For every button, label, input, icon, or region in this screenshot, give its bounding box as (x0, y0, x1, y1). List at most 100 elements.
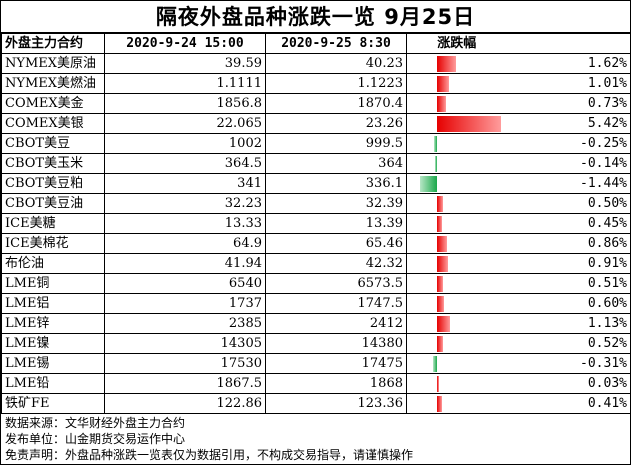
curr-price: 1.1223 (265, 73, 407, 94)
table-row: COMEX美金 1856.8 1870.4 0.73% (1, 93, 631, 114)
note-publisher: 发布单位：山金期货交易运作中心 (5, 432, 186, 446)
change-bar-positive (437, 116, 501, 132)
table-row: 布伦油 41.94 42.32 0.91% (1, 253, 631, 274)
table-row: LME锡 17530 17475 -0.31% (1, 353, 631, 374)
contract-name: 铁矿FE (1, 393, 105, 414)
change-bar-cell (406, 273, 507, 294)
table-row: CBOT美豆粕 341 336.1 -1.44% (1, 173, 631, 194)
change-bar-positive (437, 256, 448, 272)
contract-name: LME铝 (1, 293, 105, 314)
contract-name: CBOT美豆油 (1, 193, 105, 214)
prev-price: 122.86 (104, 393, 266, 414)
header-change: 涨跌幅 (406, 33, 507, 54)
prev-price: 2385 (104, 313, 266, 334)
change-bar-positive (437, 336, 443, 352)
table-row: LME锌 2385 2412 1.13% (1, 313, 631, 334)
change-bar-cell (406, 333, 507, 354)
contract-name: LME铅 (1, 373, 105, 394)
contract-name: LME锡 (1, 353, 105, 374)
change-bar-cell (406, 213, 507, 234)
curr-price: 2412 (265, 313, 407, 334)
prev-price: 1867.5 (104, 373, 266, 394)
change-bar-cell (406, 313, 507, 334)
prev-price: 17530 (104, 353, 266, 374)
prev-price: 364.5 (104, 153, 266, 174)
header-row: 外盘主力合约 2020-9-24 15:00 2020-9-25 8:30 涨跌… (1, 33, 631, 54)
change-percent: 0.41% (506, 393, 631, 414)
change-bar-cell (406, 73, 507, 94)
change-percent: 0.91% (506, 253, 631, 274)
change-percent: 0.60% (506, 293, 631, 314)
header-prev-time: 2020-9-24 15:00 (104, 33, 266, 54)
contract-name: LME锌 (1, 313, 105, 334)
footnotes: 数据来源：文华财经外盘主力合约 发布单位：山金期货交易运作中心 免责声明：外盘品… (5, 415, 625, 463)
page-title: 隔夜外盘品种涨跌一览 9月25日 (1, 1, 630, 33)
prev-price: 13.33 (104, 213, 266, 234)
table-row: LME镍 14305 14380 0.52% (1, 333, 631, 354)
prev-price: 1002 (104, 133, 266, 154)
prev-price: 1.1111 (104, 73, 266, 94)
table-row: ICE美棉花 64.9 65.46 0.86% (1, 233, 631, 254)
change-bar-cell (406, 393, 507, 414)
curr-price: 6573.5 (265, 273, 407, 294)
change-percent: 1.62% (506, 53, 631, 74)
curr-price: 13.39 (265, 213, 407, 234)
contract-name: CBOT美玉米 (1, 153, 105, 174)
contract-name: CBOT美豆粕 (1, 173, 105, 194)
prev-price: 41.94 (104, 253, 266, 274)
table-row: NYMEX美原油 39.59 40.23 1.62% (1, 53, 631, 74)
change-bar-positive (437, 396, 442, 412)
change-percent: -0.14% (506, 153, 631, 174)
contract-name: 布伦油 (1, 253, 105, 274)
change-percent: 5.42% (506, 113, 631, 134)
change-bar-positive (437, 56, 456, 72)
change-percent: 0.73% (506, 93, 631, 114)
change-percent: 0.03% (506, 373, 631, 394)
contract-name: CBOT美豆 (1, 133, 105, 154)
change-bar-cell (406, 353, 507, 374)
change-bar-negative (435, 156, 437, 172)
change-bar-positive (437, 276, 443, 292)
prev-price: 6540 (104, 273, 266, 294)
prev-price: 32.23 (104, 193, 266, 214)
change-bar-positive (437, 76, 449, 92)
table-row: LME铜 6540 6573.5 0.51% (1, 273, 631, 294)
change-bar-negative (434, 136, 437, 152)
change-bar-cell (406, 173, 507, 194)
curr-price: 14380 (265, 333, 407, 354)
table-row: CBOT美玉米 364.5 364 -0.14% (1, 153, 631, 174)
change-bar-cell (406, 133, 507, 154)
prev-price: 39.59 (104, 53, 266, 74)
prev-price: 341 (104, 173, 266, 194)
table-body: NYMEX美原油 39.59 40.23 1.62% NYMEX美燃油 1.1111 1.1… (1, 53, 631, 414)
change-bar-cell (406, 53, 507, 74)
curr-price: 40.23 (265, 53, 407, 74)
prev-price: 14305 (104, 333, 266, 354)
curr-price: 32.39 (265, 193, 407, 214)
curr-price: 17475 (265, 353, 407, 374)
curr-price: 1868 (265, 373, 407, 394)
change-bar-cell (406, 373, 507, 394)
prev-price: 64.9 (104, 233, 266, 254)
note-source: 数据来源：文华财经外盘主力合约 (5, 416, 186, 430)
contract-name: COMEX美金 (1, 93, 105, 114)
change-bar-positive (437, 96, 446, 112)
change-bar-cell (406, 153, 507, 174)
change-percent: -0.31% (506, 353, 631, 374)
change-percent: 1.01% (506, 73, 631, 94)
change-percent: 0.51% (506, 273, 631, 294)
change-percent: 1.13% (506, 313, 631, 334)
futures-table: 外盘主力合约 2020-9-24 15:00 2020-9-25 8:30 涨跌… (1, 33, 631, 414)
change-bar-negative (433, 356, 437, 372)
header-change-pad (506, 33, 631, 54)
contract-name: ICE美棉花 (1, 233, 105, 254)
curr-price: 123.36 (265, 393, 407, 414)
change-bar-positive (437, 296, 444, 312)
prev-price: 1856.8 (104, 93, 266, 114)
change-bar-cell (406, 253, 507, 274)
change-bar-positive (437, 196, 443, 212)
prev-price: 22.065 (104, 113, 266, 134)
change-bar-positive (437, 316, 450, 332)
table-row: CBOT美豆 1002 999.5 -0.25% (1, 133, 631, 154)
